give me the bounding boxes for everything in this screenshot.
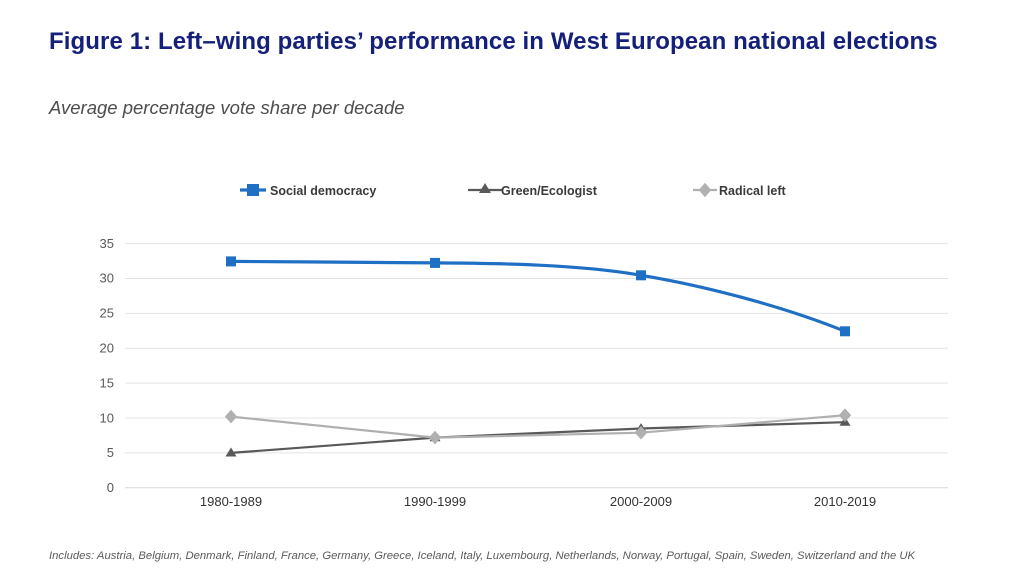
svg-text:15: 15	[100, 375, 114, 390]
svg-text:5: 5	[107, 445, 114, 460]
svg-text:2000-2009: 2000-2009	[610, 494, 672, 509]
svg-text:30: 30	[100, 271, 114, 286]
svg-text:1990-1999: 1990-1999	[404, 494, 466, 509]
svg-text:Radical left: Radical left	[719, 184, 787, 198]
svg-text:25: 25	[100, 306, 114, 321]
svg-text:0: 0	[107, 480, 114, 495]
svg-text:10: 10	[100, 410, 114, 425]
svg-text:35: 35	[100, 236, 114, 251]
svg-text:Social democracy: Social democracy	[270, 184, 376, 198]
svg-text:Green/Ecologist: Green/Ecologist	[501, 184, 598, 198]
svg-text:2010-2019: 2010-2019	[814, 494, 876, 509]
svg-text:20: 20	[100, 341, 114, 356]
svg-text:1980-1989: 1980-1989	[200, 494, 262, 509]
